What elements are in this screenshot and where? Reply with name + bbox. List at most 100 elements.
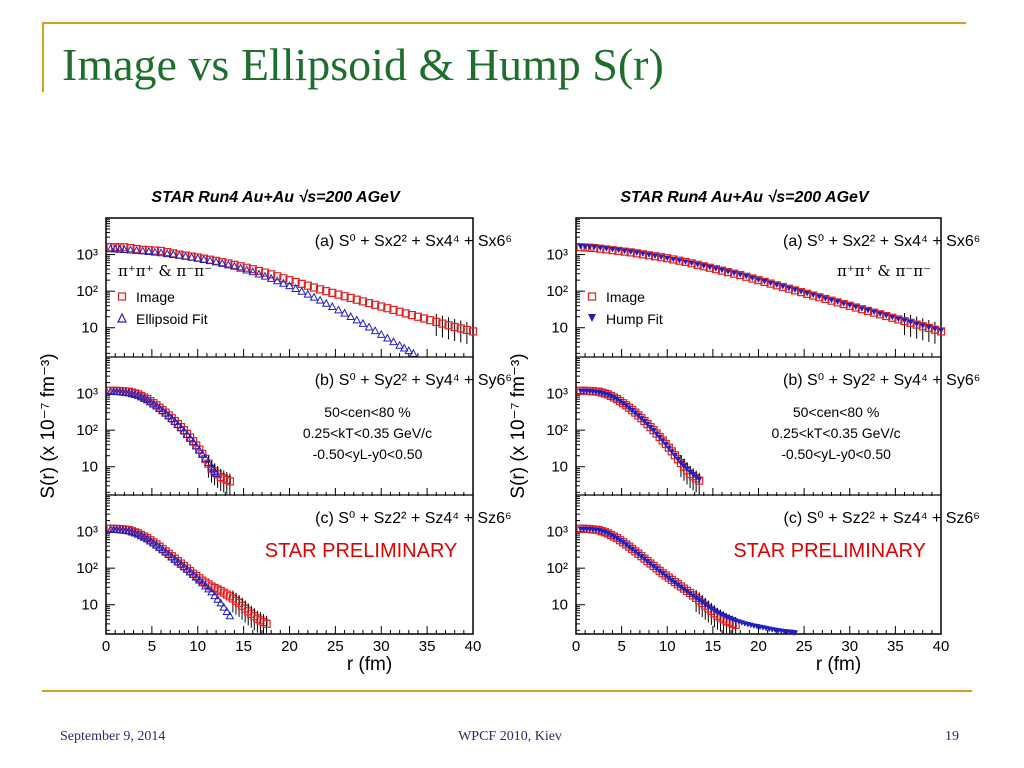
fit-point [785, 285, 792, 292]
kinematics-label: -0.50<yL-y0<0.50 [781, 446, 891, 462]
image-point [358, 297, 367, 306]
image-point [675, 256, 684, 265]
fit-point [213, 594, 222, 603]
image-point [377, 302, 386, 311]
fit-point [919, 323, 926, 329]
fit-point [677, 460, 684, 467]
panel-b: 10 10² 10³ (b) S⁰ + Sy2² + Sy4⁴ + Sy6⁶ 50<ce… [76, 356, 512, 496]
fit-point [389, 337, 398, 346]
fit-point [173, 419, 183, 429]
fit-point [611, 534, 618, 540]
fit-point [647, 561, 654, 567]
image-point [717, 266, 727, 275]
fit-point [865, 308, 871, 314]
fit-point [191, 441, 201, 450]
fit-point [334, 305, 343, 314]
fit-point [670, 256, 677, 263]
image-point [462, 325, 471, 335]
fit-point [285, 281, 294, 290]
fit-point [684, 589, 691, 595]
fit-point [167, 414, 177, 423]
panel-a: 10 10² 10³ (a) S⁰ + Sx2² + Sx4⁴ + Sx6⁶ π⁺π⁺ … [546, 219, 980, 357]
y-tick-label: 10³ [76, 524, 98, 541]
fit-point [617, 399, 624, 405]
fit-point [161, 547, 170, 556]
fit-point [582, 244, 589, 250]
fit-point [272, 276, 282, 285]
fit-point [248, 267, 258, 276]
y-tick-label: 10² [546, 422, 568, 439]
fit-point [635, 551, 642, 558]
fit-point [621, 248, 628, 255]
fit-point [188, 569, 198, 578]
image-point [730, 269, 739, 278]
image-point [212, 256, 221, 265]
fit-point [170, 416, 180, 425]
fit-point [204, 584, 213, 593]
x-tick-label: 5 [617, 638, 625, 655]
fit-point [720, 613, 727, 619]
fit-point [668, 449, 675, 455]
fit-point [834, 299, 841, 306]
fit-point [617, 538, 624, 544]
image-point [456, 324, 465, 333]
fit-point [620, 540, 627, 546]
image-point [224, 259, 233, 268]
image-point [930, 325, 940, 334]
fit-point [653, 431, 660, 437]
x-tick-label: 0 [102, 638, 110, 655]
fit-point [665, 445, 672, 452]
fit-point [633, 250, 640, 256]
x-tick-label: 15 [705, 638, 722, 655]
series-image [576, 386, 704, 495]
fit-point [399, 343, 409, 352]
image-point [906, 318, 915, 327]
series-fit [577, 388, 703, 483]
image-point [260, 268, 270, 277]
frame-top-rule [42, 22, 966, 24]
image-point [218, 258, 227, 267]
image-point [468, 327, 478, 336]
fit-point [767, 280, 774, 287]
fit-point [626, 544, 633, 551]
image-point [303, 281, 312, 290]
image-point [815, 293, 824, 302]
image-point [144, 246, 153, 255]
fit-point [883, 313, 890, 319]
fit-point [170, 554, 180, 563]
image-point [936, 327, 946, 336]
fit-point [352, 315, 362, 324]
image-point [273, 272, 282, 281]
fit-point [126, 245, 135, 254]
fit-point [193, 253, 203, 262]
image-point [742, 272, 751, 281]
fit-point [201, 453, 210, 462]
image-point [389, 305, 398, 315]
fit-point [181, 251, 190, 260]
image-point [413, 312, 423, 321]
fit-point [607, 394, 614, 400]
fit-point [662, 441, 669, 448]
image-point [748, 274, 757, 283]
fit-point [225, 611, 235, 620]
fit-point [711, 608, 718, 614]
fit-point [182, 429, 192, 439]
fit-point [708, 606, 715, 612]
panel-b: 10 10² 10³ (b) S⁰ + Sy2² + Sy4⁴ + Sy6⁶ 50<ce… [546, 356, 980, 496]
image-point [407, 310, 416, 320]
footer-page-number: 19 [945, 729, 959, 744]
fit-point [725, 269, 732, 275]
image-point [225, 477, 234, 486]
pion-label: π⁺π⁺ & π⁻π⁻ [118, 262, 212, 280]
series-image [106, 524, 271, 634]
image-point [833, 298, 842, 307]
fit-point [309, 292, 319, 301]
fit-point [185, 433, 195, 442]
y-tick-label: 10² [546, 283, 568, 300]
image-point [267, 270, 276, 279]
image-point [705, 263, 714, 272]
fit-point [664, 255, 671, 262]
image-point [242, 263, 251, 272]
fit-point [773, 282, 780, 288]
fit-point [370, 326, 380, 335]
